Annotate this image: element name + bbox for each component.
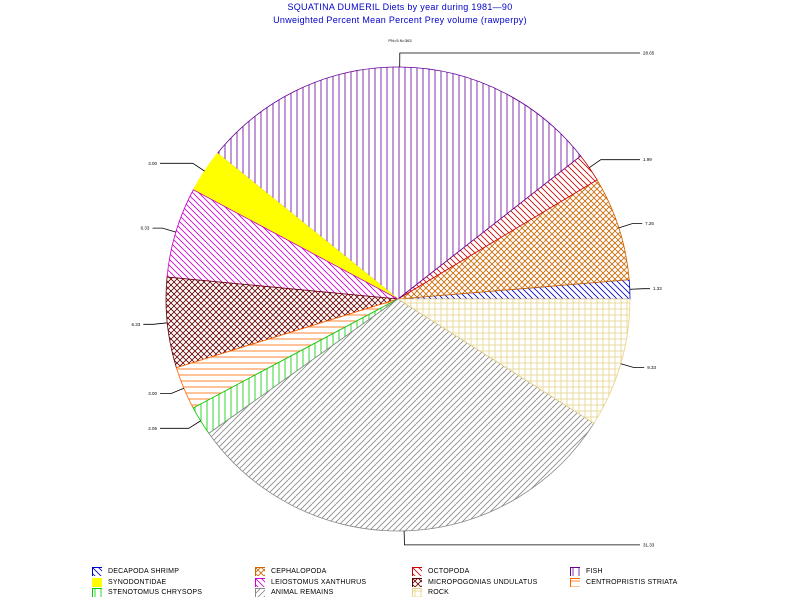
pie-slice-cephalopoda [397,179,630,300]
legend-swatch-rock [412,587,422,597]
legend-label: CENTROPRISTIS STRIATA [586,578,678,586]
leader-line-centropristis-striata [160,387,185,395]
chart-subtitle: Unweighted Percent Mean Percent Prey vol… [273,15,527,25]
value-label-leiostomus-xanthurus: 6.33 [141,226,150,231]
legend-item-octopoda: OCTOPODA [412,566,470,576]
legend-label: LEIOSTOMUS XANTHURUS [271,578,367,586]
pie-slice-rock [396,298,631,424]
legend-swatch-fish [570,566,580,576]
leader-line-synodontidae [160,162,205,172]
leader-line-micropogonias-undulatus [143,322,168,325]
legend-label: DECAPODA SHRIMP [108,567,180,575]
leader-line-octopoda [588,159,640,169]
value-label-decapoda-shrimp: 1.33 [653,286,662,291]
legend-swatch-octopoda [412,566,422,576]
legend-label: FISH [586,567,603,575]
legend-item-micropogonias-undulatus: MICROPOGONIAS UNDULATUS [412,577,537,587]
legend-swatch-synodontidae [92,577,102,587]
legend-label: OCTOPODA [428,567,470,575]
legend-item-decapoda-shrimp: DECAPODA SHRIMP [92,566,179,576]
value-label-animal-remains: 31.33 [643,542,655,547]
value-label-cephalopoda: 7.26 [645,221,654,226]
pie-slices [165,66,631,532]
legend-item-centropristis-striata: CENTROPRISTIS STRIATA [570,577,677,587]
legend-item-fish: FISH [570,566,603,576]
value-label-fish: 28.65 [643,51,655,56]
pie-leader-lines [143,52,650,546]
legend-swatch-animal-remains [255,587,265,597]
pie-value-labels: 1.33 7.26 1.99 28.65 3.00 6.33 6.33 3.00 2.05 31.… [132,51,663,548]
legend-label: ROCK [428,588,450,596]
legend-item-synodontidae: SYNODONTIDAE [92,577,166,587]
legend-item-rock: ROCK [412,587,449,597]
legend-item-stenotomus-chrysops: STENOTOMUS CHRYSOPS [92,587,202,597]
leader-line-stenotomus-chrysops [160,420,201,429]
legend-swatch-leiostomus-xanthurus [255,577,265,587]
legend-swatch-micropogonias-undulatus [412,577,422,587]
pie-slice-fish [216,66,582,300]
value-label-octopoda: 1.99 [643,157,652,162]
legend-label: CEPHALOPODA [271,567,327,575]
legend-label: MICROPOGONIAS UNDULATUS [428,578,538,586]
leader-line-cephalopoda [618,223,643,229]
legend-swatch-decapoda-shrimp [92,566,102,576]
chart-title: SQUATINA DUMERIL Diets by year during 19… [287,2,513,12]
value-label-synodontidae: 3.00 [148,161,157,166]
chart-note: PN=5 N=363 [388,38,412,43]
legend-label: SYNODONTIDAE [108,578,167,586]
value-label-stenotomus-chrysops: 2.05 [148,426,157,431]
legend-label: ANIMAL REMAINS [271,588,334,596]
leader-line-rock [620,363,645,369]
legend-label: STENOTOMUS CHRYSOPS [108,588,203,596]
leader-line-decapoda-shrimp [629,288,650,290]
legend-item-animal-remains: ANIMAL REMAINS [255,587,333,597]
leader-line-animal-remains [403,530,640,546]
legend-swatch-stenotomus-chrysops [92,587,102,597]
legend-swatch-centropristis-striata [570,577,580,587]
legend-item-leiostomus-xanthurus: LEIOSTOMUS XANTHURUS [255,577,366,587]
value-label-centropristis-striata: 3.00 [148,391,157,396]
leader-line-fish [399,52,640,68]
legend-swatch-cephalopoda [255,566,265,576]
leader-line-leiostomus-xanthurus [152,227,177,233]
legend-item-cephalopoda: CEPHALOPODA [255,566,327,576]
value-label-micropogonias-undulatus: 6.33 [132,322,141,327]
value-label-rock: 9.33 [647,365,656,370]
